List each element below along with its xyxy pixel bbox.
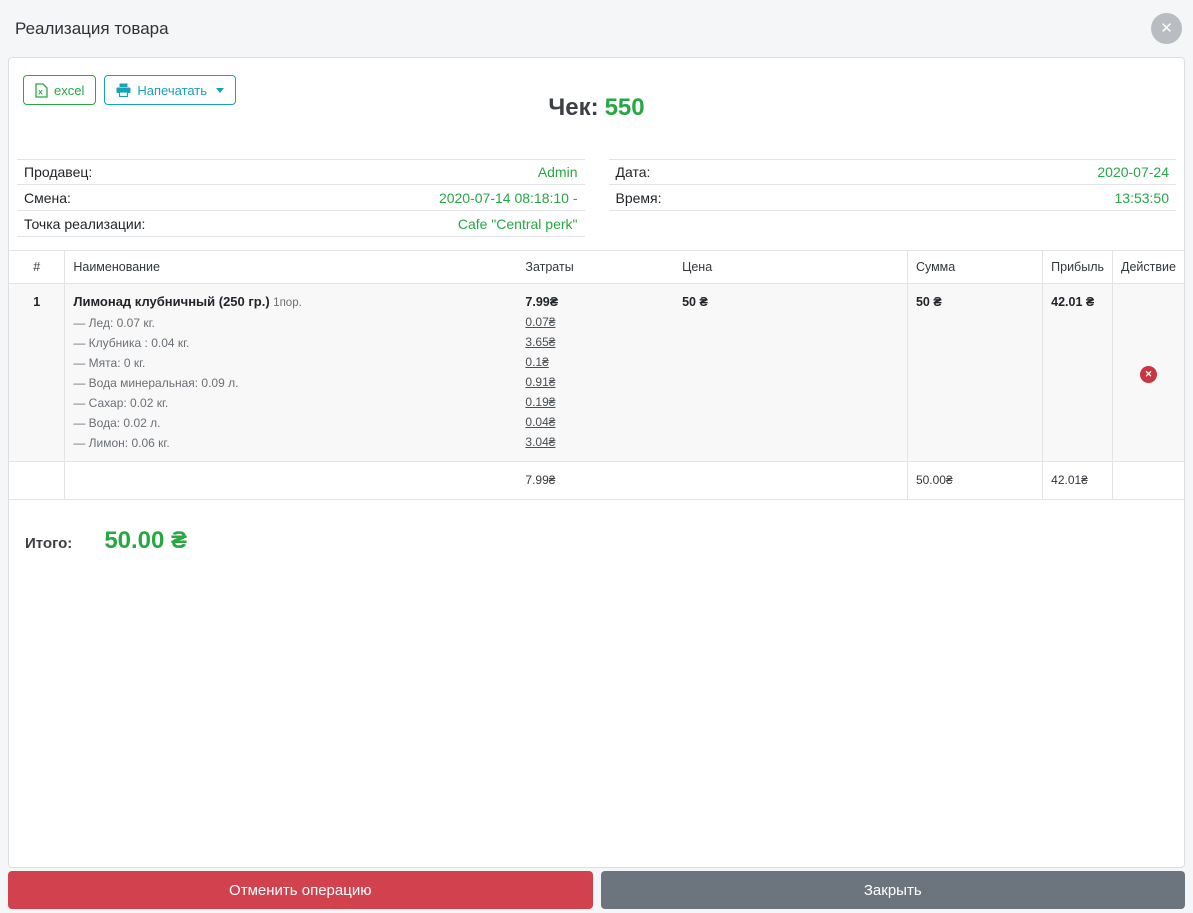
- footer-buttons: Отменить операцию Закрыть: [8, 871, 1185, 909]
- outlet-label: Точка реализации:: [24, 215, 146, 232]
- totals-row: 7.99₴ 50.00₴ 42.01₴: [9, 461, 1184, 500]
- svg-text:x: x: [38, 87, 43, 96]
- column-header-cost: Затраты: [517, 250, 675, 284]
- page-title: Реализация товара: [15, 18, 169, 38]
- sum-cell: 50 ₴: [906, 283, 1043, 462]
- action-cell: ✕: [1112, 283, 1184, 462]
- profit-cell: 42.01 ₴: [1042, 283, 1113, 462]
- product-price: 50 ₴: [682, 295, 708, 309]
- check-number: 550: [604, 94, 645, 121]
- modal-header: Реализация товара ✕: [0, 0, 1193, 57]
- info-table-right: Дата: 2020-07-24 Время: 13:53:50: [608, 159, 1176, 237]
- info-section: Продавец: Admin Смена: 2020-07-14 08:18:…: [17, 159, 1176, 237]
- excel-export-button[interactable]: x excel: [23, 75, 97, 105]
- delete-row-icon[interactable]: ✕: [1140, 365, 1157, 383]
- column-header-name: Наименование: [64, 250, 518, 284]
- shift-value: 2020-07-14 08:18:10 -: [438, 189, 578, 206]
- outlet-value: Cafe "Central perk": [457, 215, 578, 232]
- column-header-action: Действие: [1112, 250, 1184, 284]
- product-title: Лимонад клубничный (250 гр.): [73, 294, 270, 309]
- ingredient-cost-link[interactable]: 3.65₴: [525, 335, 556, 349]
- date-label: Дата:: [615, 164, 651, 180]
- time-label: Время:: [615, 189, 662, 206]
- info-table-left: Продавец: Admin Смена: 2020-07-14 08:18:…: [17, 159, 585, 237]
- product-name-cell: Лимонад клубничный (250 гр.) 1пор. — Лед…: [64, 283, 518, 462]
- grand-total-value: 50.00 ₴: [104, 527, 188, 554]
- date-value: 2020-07-24: [1097, 164, 1169, 180]
- ingredient-cost-link[interactable]: 0.91₴: [525, 375, 556, 389]
- product-profit: 42.01 ₴: [1051, 295, 1095, 309]
- ingredient-line: — Вода: 0.02 л.: [73, 416, 161, 430]
- product-cost: 7.99₴: [525, 295, 559, 309]
- chevron-down-icon: [216, 87, 225, 93]
- ingredient-line: — Клубника : 0.04 кг.: [73, 336, 190, 350]
- ingredient-cost-link[interactable]: 3.04₴: [525, 435, 556, 449]
- print-dropdown-button[interactable]: Напечатать: [104, 75, 237, 105]
- printer-icon: [116, 83, 131, 97]
- receipt-card: x excel Напечатать Чек: 550 Продавец: Adm…: [8, 57, 1185, 868]
- totals-sum: 50.00₴: [906, 461, 1043, 500]
- print-button-label: Напечатать: [137, 82, 208, 98]
- toolbar: x excel Напечатать: [23, 75, 237, 105]
- ingredient-line: — Вода минеральная: 0.09 л.: [73, 376, 239, 390]
- column-header-num: #: [9, 250, 66, 284]
- ingredient-cost-link[interactable]: 0.07₴: [525, 315, 556, 329]
- cancel-operation-button[interactable]: Отменить операцию: [8, 871, 593, 909]
- close-modal-button[interactable]: ✕: [1151, 13, 1182, 44]
- price-cell: 50 ₴: [674, 283, 908, 462]
- cost-cell: 7.99₴ 0.07₴ 3.65₴ 0.1₴ 0.91₴ 0.19₴ 0.04₴…: [517, 283, 675, 462]
- table-header-row: # Наименование Затраты Цена Сумма Прибыл…: [9, 250, 1184, 284]
- ingredient-cost-link[interactable]: 0.1₴: [525, 355, 549, 369]
- product-sum: 50 ₴: [915, 295, 942, 309]
- close-icon: ✕: [1160, 20, 1173, 37]
- excel-button-label: excel: [54, 82, 85, 98]
- product-name: Лимонад клубничный (250 гр.) 1пор.: [73, 292, 509, 313]
- ingredient-line: — Сахар: 0.02 кг.: [73, 396, 169, 410]
- ingredient-line: — Мята: 0 кг.: [73, 356, 146, 370]
- excel-file-icon: x: [35, 82, 48, 98]
- info-row-seller: Продавец: Admin: [17, 159, 585, 185]
- table-row: 1 Лимонад клубничный (250 гр.) 1пор. — Л…: [9, 283, 1184, 462]
- info-row-date: Дата: 2020-07-24: [608, 159, 1176, 185]
- products-table: # Наименование Затраты Цена Сумма Прибыл…: [9, 250, 1184, 500]
- totals-profit: 42.01₴: [1042, 461, 1113, 500]
- grand-total: Итого: 50.00 ₴: [25, 527, 1184, 555]
- column-header-sum: Сумма: [906, 250, 1043, 284]
- ingredient-cost-link[interactable]: 0.19₴: [525, 395, 556, 409]
- check-title: Чек: 550: [9, 58, 1184, 122]
- seller-label: Продавец:: [24, 164, 93, 180]
- column-header-price: Цена: [674, 250, 908, 284]
- product-quantity: 1пор.: [273, 297, 302, 309]
- totals-cost: 7.99₴: [517, 461, 675, 500]
- info-row-shift: Смена: 2020-07-14 08:18:10 -: [17, 185, 585, 211]
- ingredient-line: — Лимон: 0.06 кг.: [73, 436, 170, 450]
- seller-value: Admin: [537, 164, 578, 180]
- row-number: 1: [9, 283, 66, 462]
- time-value: 13:53:50: [1114, 189, 1170, 206]
- info-row-time: Время: 13:53:50: [608, 185, 1176, 211]
- ingredient-cost-link[interactable]: 0.04₴: [525, 415, 556, 429]
- check-label: Чек:: [548, 94, 599, 121]
- close-button[interactable]: Закрыть: [600, 871, 1185, 909]
- info-row-outlet: Точка реализации: Cafe "Central perk": [17, 211, 585, 237]
- shift-label: Смена:: [24, 189, 71, 206]
- column-header-profit: Прибыль: [1042, 250, 1113, 284]
- grand-total-label: Итого:: [25, 535, 73, 552]
- ingredient-line: — Лед: 0.07 кг.: [73, 316, 155, 330]
